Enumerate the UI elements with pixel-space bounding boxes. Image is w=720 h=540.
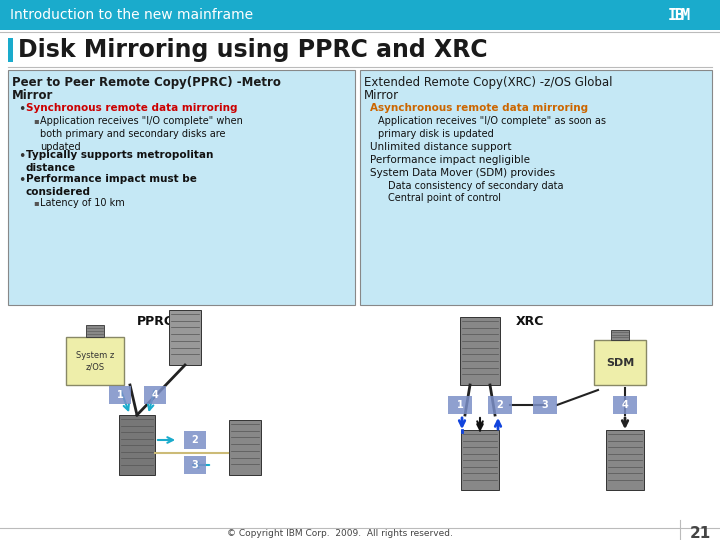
Text: ▪: ▪ (33, 198, 39, 207)
Text: 3: 3 (541, 400, 549, 410)
Text: 1: 1 (117, 390, 123, 400)
Text: •: • (18, 150, 25, 163)
Text: Latency of 10 km: Latency of 10 km (40, 198, 125, 208)
Text: B: B (674, 8, 683, 23)
Text: 4: 4 (621, 400, 629, 410)
Text: 21: 21 (689, 526, 711, 540)
Text: 3: 3 (192, 460, 199, 470)
Bar (360, 70, 712, 305)
Text: •: • (18, 174, 25, 187)
Bar (606, 430, 644, 490)
Bar (119, 415, 155, 475)
Text: I: I (668, 8, 677, 23)
Bar (184, 456, 206, 474)
Text: 4: 4 (152, 390, 158, 400)
Text: Application receives "I/O complete" when
both primary and secondary disks are
up: Application receives "I/O complete" when… (40, 116, 243, 152)
Bar (169, 310, 201, 365)
Bar (229, 420, 261, 475)
Bar (66, 337, 124, 385)
Text: Disk Mirroring using PPRC and XRC: Disk Mirroring using PPRC and XRC (18, 38, 487, 62)
Bar (533, 396, 557, 414)
Text: 2: 2 (497, 400, 503, 410)
Bar (8, 38, 13, 62)
Bar (144, 386, 166, 404)
Text: Performance impact negligible: Performance impact negligible (370, 155, 530, 165)
Text: PPRC: PPRC (137, 315, 174, 328)
Text: Data consistency of secondary data: Data consistency of secondary data (388, 181, 564, 191)
Text: XRC: XRC (516, 315, 544, 328)
Text: ▪: ▪ (33, 116, 39, 125)
Bar (613, 396, 637, 414)
Text: © Copyright IBM Corp.  2009.  All rights reserved.: © Copyright IBM Corp. 2009. All rights r… (227, 530, 453, 538)
Text: Introduction to the new mainframe: Introduction to the new mainframe (10, 8, 253, 22)
Text: Typically supports metropolitan
distance: Typically supports metropolitan distance (26, 150, 213, 173)
Text: Peer to Peer Remote Copy(PPRC) -Metro: Peer to Peer Remote Copy(PPRC) -Metro (12, 76, 281, 89)
Text: Application receives "I/O complete" as soon as
primary disk is updated: Application receives "I/O complete" as s… (378, 116, 606, 139)
Bar (611, 330, 629, 340)
Text: Central point of control: Central point of control (388, 193, 501, 203)
Bar (594, 340, 646, 385)
Text: System z
z/OS: System z z/OS (76, 350, 114, 372)
Text: Synchronous remote data mirroring: Synchronous remote data mirroring (26, 103, 238, 113)
Text: Extended Remote Copy(XRC) -z/OS Global: Extended Remote Copy(XRC) -z/OS Global (364, 76, 613, 89)
Text: •: • (18, 103, 25, 116)
Text: Mirror: Mirror (12, 89, 53, 102)
Bar (461, 430, 499, 490)
Bar (109, 386, 131, 404)
Text: M: M (680, 8, 689, 23)
Bar (460, 317, 500, 385)
Text: Performance impact must be
considered: Performance impact must be considered (26, 174, 197, 197)
Text: 1: 1 (456, 400, 464, 410)
Bar (86, 325, 104, 337)
Bar (448, 396, 472, 414)
Text: Asynchronous remote data mirroring: Asynchronous remote data mirroring (370, 103, 588, 113)
Text: Mirror: Mirror (364, 89, 399, 102)
Text: SDM: SDM (606, 357, 634, 368)
Bar (488, 396, 512, 414)
Bar (0, 0, 720, 30)
Text: 2: 2 (192, 435, 199, 445)
Text: Unlimited distance support: Unlimited distance support (370, 142, 511, 152)
Bar (184, 431, 206, 449)
Text: System Data Mover (SDM) provides: System Data Mover (SDM) provides (370, 168, 555, 178)
Bar (8, 70, 355, 305)
